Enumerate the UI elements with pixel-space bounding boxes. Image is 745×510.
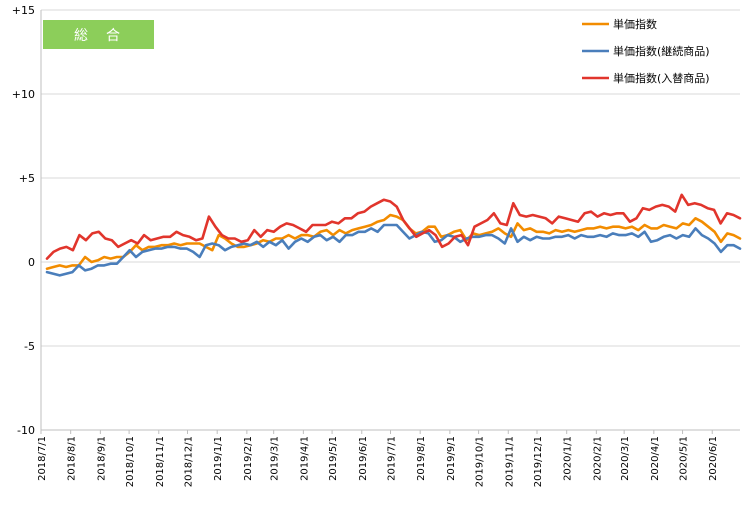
x-tick-label: 2019/8/1 xyxy=(416,436,427,481)
y-tick-label: +10 xyxy=(12,88,35,101)
series-line-3 xyxy=(45,193,742,260)
series-lines xyxy=(45,193,742,277)
x-tick-label: 2019/9/1 xyxy=(446,436,457,481)
x-tick-label: 2019/12/1 xyxy=(533,436,544,487)
y-tick-label: 0 xyxy=(28,256,35,269)
x-tick-label: 2019/1/1 xyxy=(213,436,224,481)
x-tick-label: 2019/10/1 xyxy=(475,436,486,487)
category-badge: 総 合 xyxy=(43,20,154,49)
x-tick-label: 2020/2/1 xyxy=(592,436,603,481)
y-tick-label: -10 xyxy=(17,424,35,437)
axes xyxy=(40,10,740,434)
x-tick-label: 2018/11/1 xyxy=(155,436,166,487)
y-tick-label: -5 xyxy=(24,340,35,353)
x-tick-label: 2019/7/1 xyxy=(387,436,398,481)
legend-label-3: 単価指数(入替商品) xyxy=(613,71,710,85)
x-tick-label: 2020/5/1 xyxy=(679,436,690,481)
x-tick-label: 2020/4/1 xyxy=(650,436,661,481)
x-tick-label: 2019/3/1 xyxy=(270,436,281,481)
x-tick-label: 2020/3/1 xyxy=(620,436,631,481)
y-tick-label: +5 xyxy=(19,172,35,185)
badge-background xyxy=(43,20,154,49)
y-tick-label: +15 xyxy=(12,4,35,17)
legend-label-1: 単価指数 xyxy=(613,17,657,31)
legend-label-2: 単価指数(継続商品) xyxy=(613,44,710,58)
x-tick-labels: 2018/7/1 2018/8/1 2018/9/1 2018/10/1 2018/11… xyxy=(37,436,719,487)
series-line-1 xyxy=(45,213,742,271)
x-tick-label: 2018/7/1 xyxy=(37,436,48,481)
x-tick-label: 2019/11/1 xyxy=(504,436,515,487)
x-tick-label: 2019/4/1 xyxy=(299,436,310,481)
x-tick-label: 2018/12/1 xyxy=(184,436,195,487)
series-line-2 xyxy=(45,223,742,277)
x-tick-label: 2019/5/1 xyxy=(328,436,339,481)
x-tick-label: 2018/9/1 xyxy=(96,436,107,481)
x-tick-label: 2018/10/1 xyxy=(125,436,136,487)
y-tick-labels: +15 +10 +5 0 -5 -10 xyxy=(12,4,35,437)
x-tick-label: 2019/6/1 xyxy=(358,436,369,481)
x-tick-label: 2018/8/1 xyxy=(67,436,78,481)
x-tick-label: 2020/1/1 xyxy=(563,436,574,481)
x-tick-label: 2020/6/1 xyxy=(708,436,719,481)
badge-label: 総 合 xyxy=(74,28,122,44)
x-tick-label: 2019/2/1 xyxy=(243,436,254,481)
